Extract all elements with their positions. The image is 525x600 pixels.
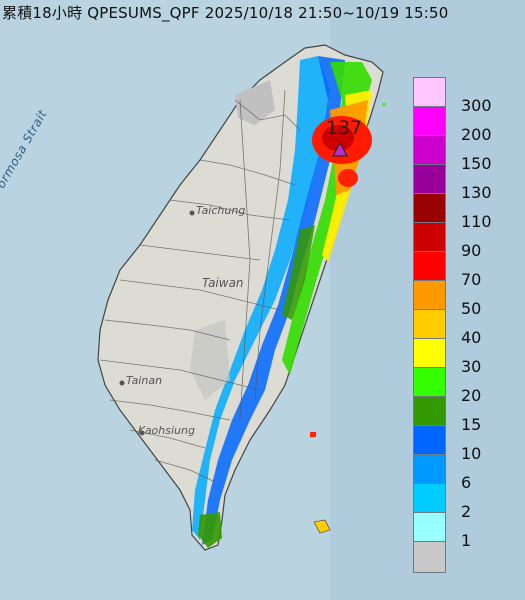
color-legend: 300 200 150 130 110 90 70 50 40 30 20 15 10 6 2 1 [413, 77, 513, 573]
legend-label: 150 [461, 154, 492, 173]
peak-value: 137 [326, 117, 363, 139]
legend-swatch [413, 483, 446, 515]
peak-marker-icon [332, 141, 348, 157]
legend-label: 30 [461, 357, 482, 376]
legend-swatch [413, 541, 446, 573]
green-island-marker [310, 432, 316, 437]
legend-swatch [413, 222, 446, 254]
legend-swatch [413, 396, 446, 428]
grey-gap-north [235, 80, 275, 125]
legend-label: 50 [461, 299, 482, 318]
taichung-label: Taichung [196, 204, 246, 217]
kaohsiung-label: Kaohsiung [138, 424, 195, 437]
legend-swatch [413, 164, 446, 196]
legend-swatch [413, 280, 446, 312]
rain-zone-red-south [338, 169, 358, 187]
orchid-island [313, 519, 331, 534]
legend-label: 90 [461, 241, 482, 260]
tainan-label: Tainan [126, 374, 163, 387]
county-boundaries [99, 89, 301, 483]
rain-zone-blue [202, 56, 345, 545]
map-title: 累積18小時 QPESUMS_QPF 2025/10/18 21:50~10/1… [2, 4, 449, 22]
rain-zone-dark-green [282, 225, 315, 320]
legend-swatch [413, 454, 446, 486]
legend-label: 6 [461, 473, 472, 492]
legend-label: 130 [461, 183, 492, 202]
legend-swatch [413, 135, 446, 167]
guishan-island [382, 103, 386, 106]
tainan-dot [119, 380, 125, 386]
legend-label: 2 [461, 502, 472, 521]
legend-label: 70 [461, 270, 482, 289]
legend-swatch [413, 367, 446, 399]
legend-swatch [413, 77, 446, 109]
rain-zone-cyan [192, 56, 330, 540]
legend-swatch [413, 193, 446, 225]
legend-swatch [413, 425, 446, 457]
legend-swatch [413, 338, 446, 370]
legend-label: 300 [461, 96, 492, 115]
rain-zone-south-green [198, 512, 222, 548]
legend-label: 1 [461, 531, 472, 550]
legend-swatch [413, 106, 446, 138]
kaohsiung-dot [139, 430, 145, 436]
legend-label: 10 [461, 444, 482, 463]
legend-swatch [413, 251, 446, 283]
legend-swatch [413, 309, 446, 341]
rain-zone-dark-red [322, 125, 354, 151]
legend-label: 110 [461, 212, 492, 231]
taichung-dot [189, 210, 195, 216]
taiwan-label: Taiwan [202, 276, 244, 290]
legend-swatch [413, 512, 446, 544]
legend-label: 200 [461, 125, 492, 144]
legend-label: 15 [461, 415, 482, 434]
legend-label: 20 [461, 386, 482, 405]
legend-label: 40 [461, 328, 482, 347]
